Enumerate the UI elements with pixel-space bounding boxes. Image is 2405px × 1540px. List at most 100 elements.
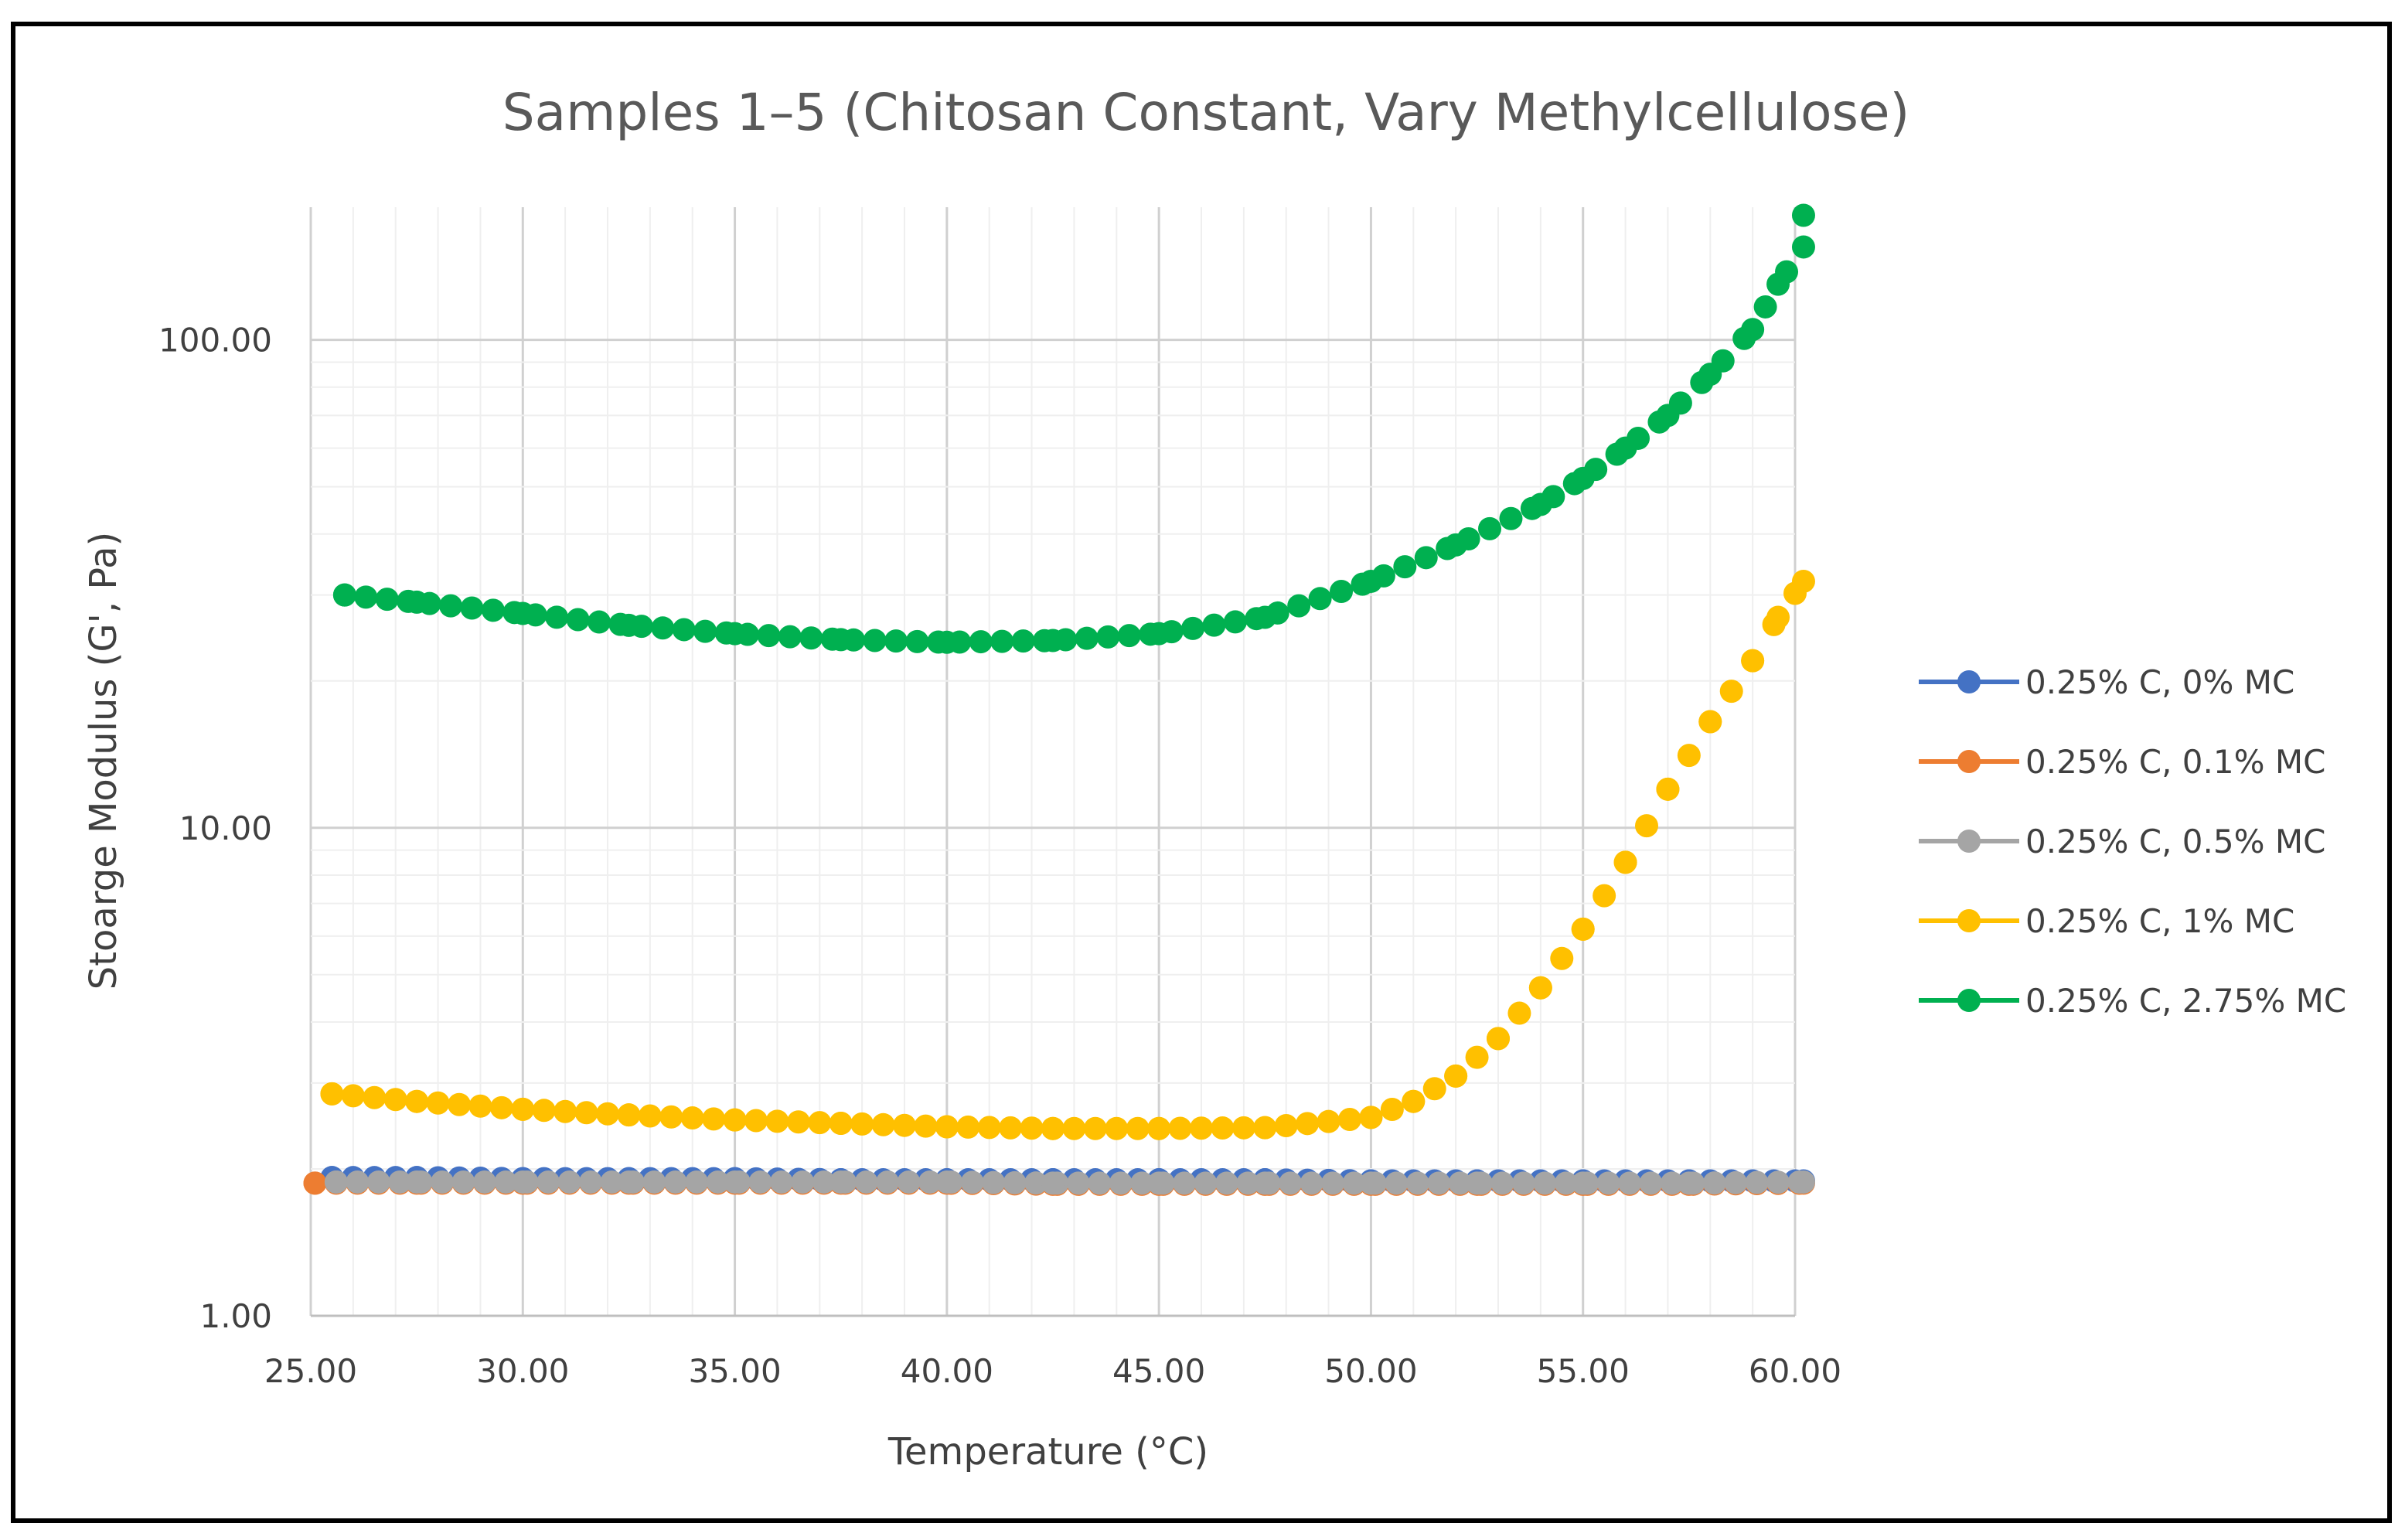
data-point: [1613, 436, 1637, 460]
data-point: [854, 1170, 878, 1194]
data-point: [863, 629, 887, 652]
data-point: [1359, 569, 1383, 593]
legend-label: 0.25% C, 0.1% MC: [2025, 743, 2325, 781]
data-point: [460, 596, 484, 620]
data-point: [1741, 649, 1765, 673]
legend-label: 0.25% C, 0.5% MC: [2025, 823, 2325, 860]
data-point: [999, 1116, 1023, 1140]
data-point: [935, 1170, 959, 1194]
data-point: [600, 1170, 624, 1194]
data-point: [1062, 1116, 1086, 1140]
data-point: [659, 1105, 683, 1129]
data-point: [1147, 1171, 1171, 1195]
chart-title: Samples 1–5 (Chitosan Constant, Vary Met…: [502, 83, 1910, 142]
data-point: [990, 629, 1014, 653]
data-point: [1287, 594, 1311, 618]
data-point: [829, 1112, 853, 1136]
data-point: [1698, 363, 1722, 387]
data-point: [1109, 1171, 1133, 1195]
data-point: [346, 1170, 370, 1194]
data-point: [494, 1170, 518, 1194]
data-point: [588, 610, 611, 634]
data-point: [481, 598, 505, 622]
data-point: [1096, 625, 1120, 649]
data-point: [1202, 613, 1226, 637]
data-point: [1593, 884, 1616, 908]
data-point: [977, 1116, 1001, 1140]
data-point: [405, 590, 429, 614]
x-tick-label: 35.00: [688, 1352, 781, 1390]
x-tick-label: 50.00: [1324, 1352, 1417, 1390]
data-point: [1499, 506, 1523, 530]
data-point: [1719, 680, 1743, 704]
data-point: [1380, 1098, 1404, 1122]
data-point: [757, 624, 781, 648]
y-axis-title: Stoarge Modulus (G', Pa): [82, 532, 125, 990]
data-point: [642, 1170, 666, 1194]
data-point: [1236, 1171, 1260, 1195]
data-point: [451, 1170, 475, 1194]
data-point: [375, 588, 399, 612]
data-point: [744, 1109, 768, 1133]
data-point: [1126, 1116, 1150, 1140]
data-point: [1487, 1027, 1510, 1051]
x-tick-label: 55.00: [1537, 1352, 1630, 1390]
data-point: [1253, 605, 1277, 629]
data-point: [812, 1170, 836, 1194]
data-point: [1011, 629, 1035, 653]
data-point: [778, 625, 802, 649]
data-point: [448, 1092, 471, 1116]
series-4: [332, 203, 1815, 654]
data-point: [324, 1170, 348, 1194]
data-point: [1465, 1045, 1489, 1069]
data-point: [1724, 1170, 1748, 1194]
data-point: [363, 1085, 387, 1109]
data-point: [1147, 622, 1171, 646]
data-point: [1338, 1108, 1361, 1132]
data-point: [960, 1170, 984, 1194]
data-point: [1698, 710, 1722, 734]
data-point: [1075, 626, 1099, 650]
x-tick-label: 60.00: [1749, 1352, 1841, 1390]
legend-marker: [1957, 670, 1981, 693]
data-point: [303, 1171, 327, 1195]
data-point: [884, 629, 908, 653]
data-point: [1571, 917, 1595, 941]
data-point: [808, 1111, 832, 1135]
data-point: [1359, 1106, 1383, 1129]
data-point: [1393, 555, 1417, 579]
data-point: [1083, 1116, 1107, 1140]
legend: 0.25% C, 0% MC 0.25% C, 0.1% MC 0.25% C, 0…: [1919, 663, 2346, 1020]
data-point: [829, 628, 853, 652]
data-point: [1279, 1171, 1303, 1195]
data-point: [1105, 1116, 1129, 1140]
data-point: [893, 1113, 916, 1137]
data-point: [1528, 492, 1552, 516]
data-point: [1214, 1171, 1238, 1195]
legend-marker: [1957, 750, 1981, 773]
series-layer: [303, 203, 1815, 1196]
data-point: [1507, 1001, 1531, 1025]
data-point: [693, 619, 717, 643]
data-point: [596, 1102, 619, 1126]
data-point: [617, 1170, 641, 1194]
data-point: [426, 1091, 450, 1115]
data-point: [1571, 1171, 1595, 1195]
series-2: [324, 1170, 1815, 1195]
legend-item-0: 0.25% C, 0% MC: [1919, 663, 2294, 701]
data-point: [1003, 1170, 1027, 1194]
data-point: [1066, 1171, 1090, 1195]
data-point: [1766, 272, 1790, 296]
chart-frame: Samples 1–5 (Chitosan Constant, Vary Met…: [11, 22, 2392, 1523]
data-point: [1308, 587, 1332, 611]
data-point: [786, 1110, 810, 1134]
data-point: [723, 622, 747, 646]
data-point: [320, 1082, 344, 1106]
data-point: [332, 583, 356, 607]
data-point: [685, 1170, 709, 1194]
data-point: [1300, 1171, 1323, 1195]
data-point: [388, 1170, 412, 1194]
data-point: [651, 616, 675, 640]
data-point: [1791, 1170, 1815, 1194]
data-point: [765, 1109, 789, 1133]
